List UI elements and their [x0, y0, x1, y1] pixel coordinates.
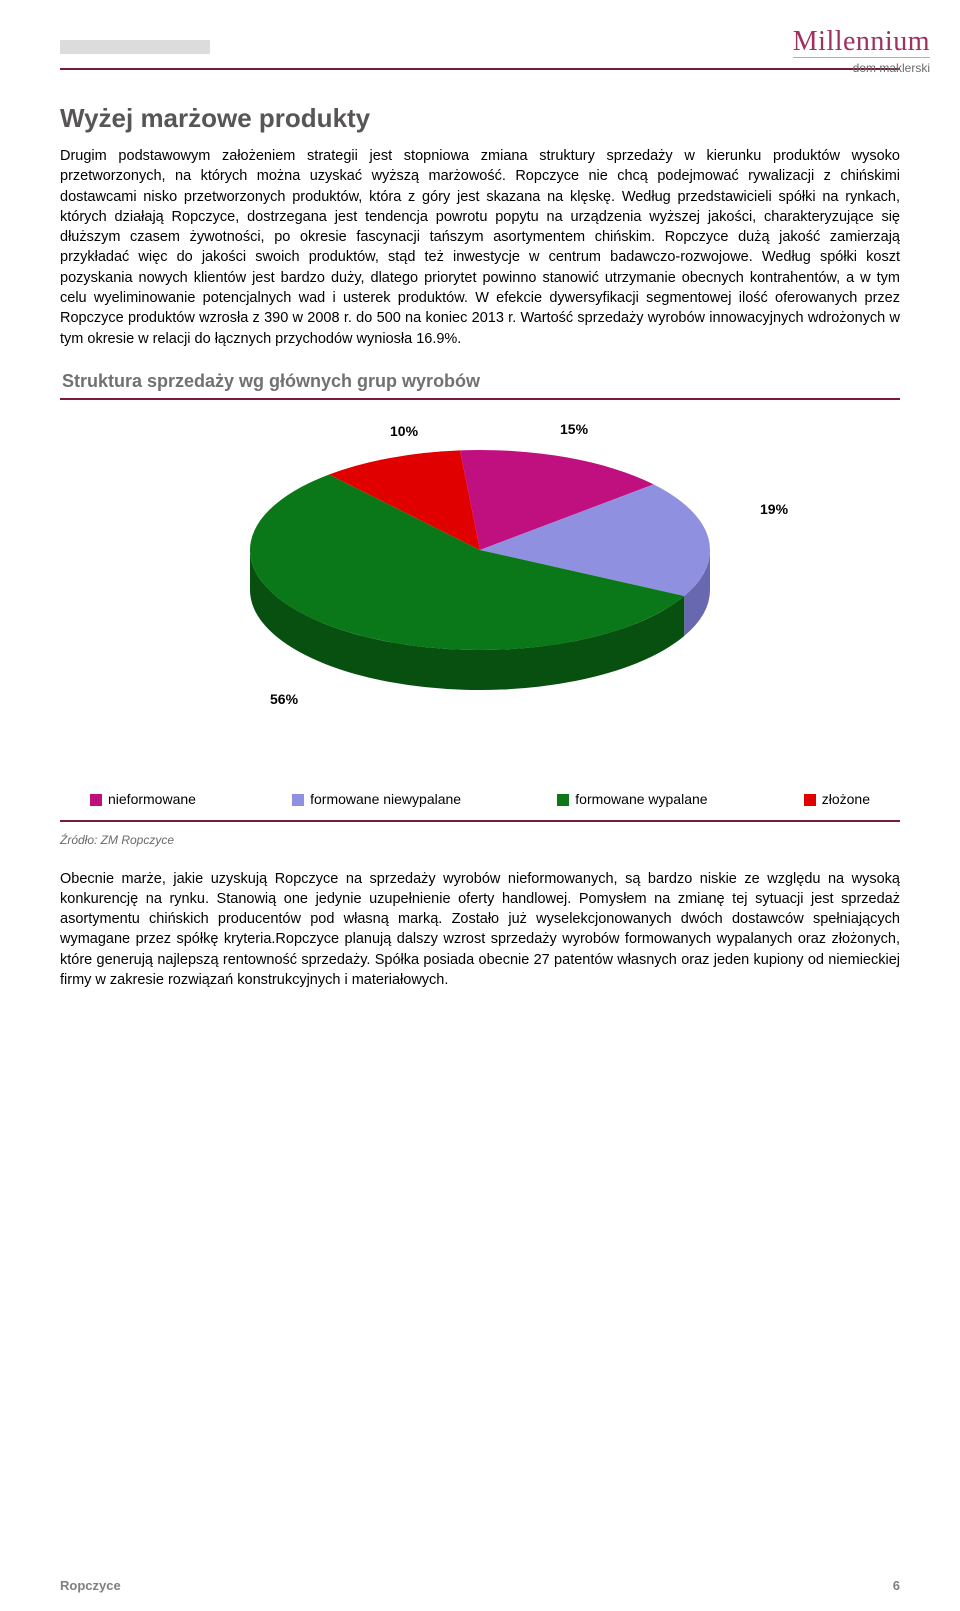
pie-slice-label: 56% — [270, 690, 298, 710]
header-gray-block — [60, 40, 210, 54]
legend-label: złożone — [822, 790, 870, 810]
brand-logo: Millennium dom maklerski — [793, 22, 930, 77]
chart-rule-top — [60, 398, 900, 400]
paragraph-1: Drugim podstawowym założeniem strategii … — [60, 146, 900, 349]
legend-swatch — [90, 794, 102, 806]
pie-slice-label: 19% — [760, 500, 788, 520]
chart-legend: nieformowane formowane niewypalane formowa… — [60, 770, 900, 822]
legend-label: formowane niewypalane — [310, 790, 461, 810]
legend-label: nieformowane — [108, 790, 196, 810]
pie-slice-label: 15% — [560, 420, 588, 440]
legend-item: formowane wypalane — [557, 790, 707, 810]
legend-item: złożone — [804, 790, 870, 810]
legend-swatch — [557, 794, 569, 806]
chart-header: Struktura sprzedaży wg głównych grup wyr… — [60, 369, 900, 400]
pie-wrap — [220, 430, 740, 730]
pie-slice-label: 10% — [390, 422, 418, 442]
header-rule — [60, 68, 900, 70]
footer-left: Ropczyce — [60, 1577, 121, 1595]
legend-item: formowane niewypalane — [292, 790, 461, 810]
page-header: Millennium dom maklerski — [60, 40, 900, 70]
legend-swatch — [292, 794, 304, 806]
legend-item: nieformowane — [90, 790, 196, 810]
section-title: Wyżej marżowe produkty — [60, 100, 900, 136]
page-footer: Ropczyce 6 — [60, 1577, 900, 1595]
logo-text: Millennium — [793, 22, 930, 61]
legend-swatch — [804, 794, 816, 806]
legend-label: formowane wypalane — [575, 790, 707, 810]
footer-page-number: 6 — [893, 1577, 900, 1595]
chart-title: Struktura sprzedaży wg głównych grup wyr… — [60, 369, 900, 394]
chart-source: Źródło: ZM Ropczyce — [60, 832, 900, 849]
paragraph-2: Obecnie marże, jakie uzyskują Ropczyce n… — [60, 869, 900, 991]
pie-chart: 15% 19% 56% 10% — [60, 410, 900, 770]
